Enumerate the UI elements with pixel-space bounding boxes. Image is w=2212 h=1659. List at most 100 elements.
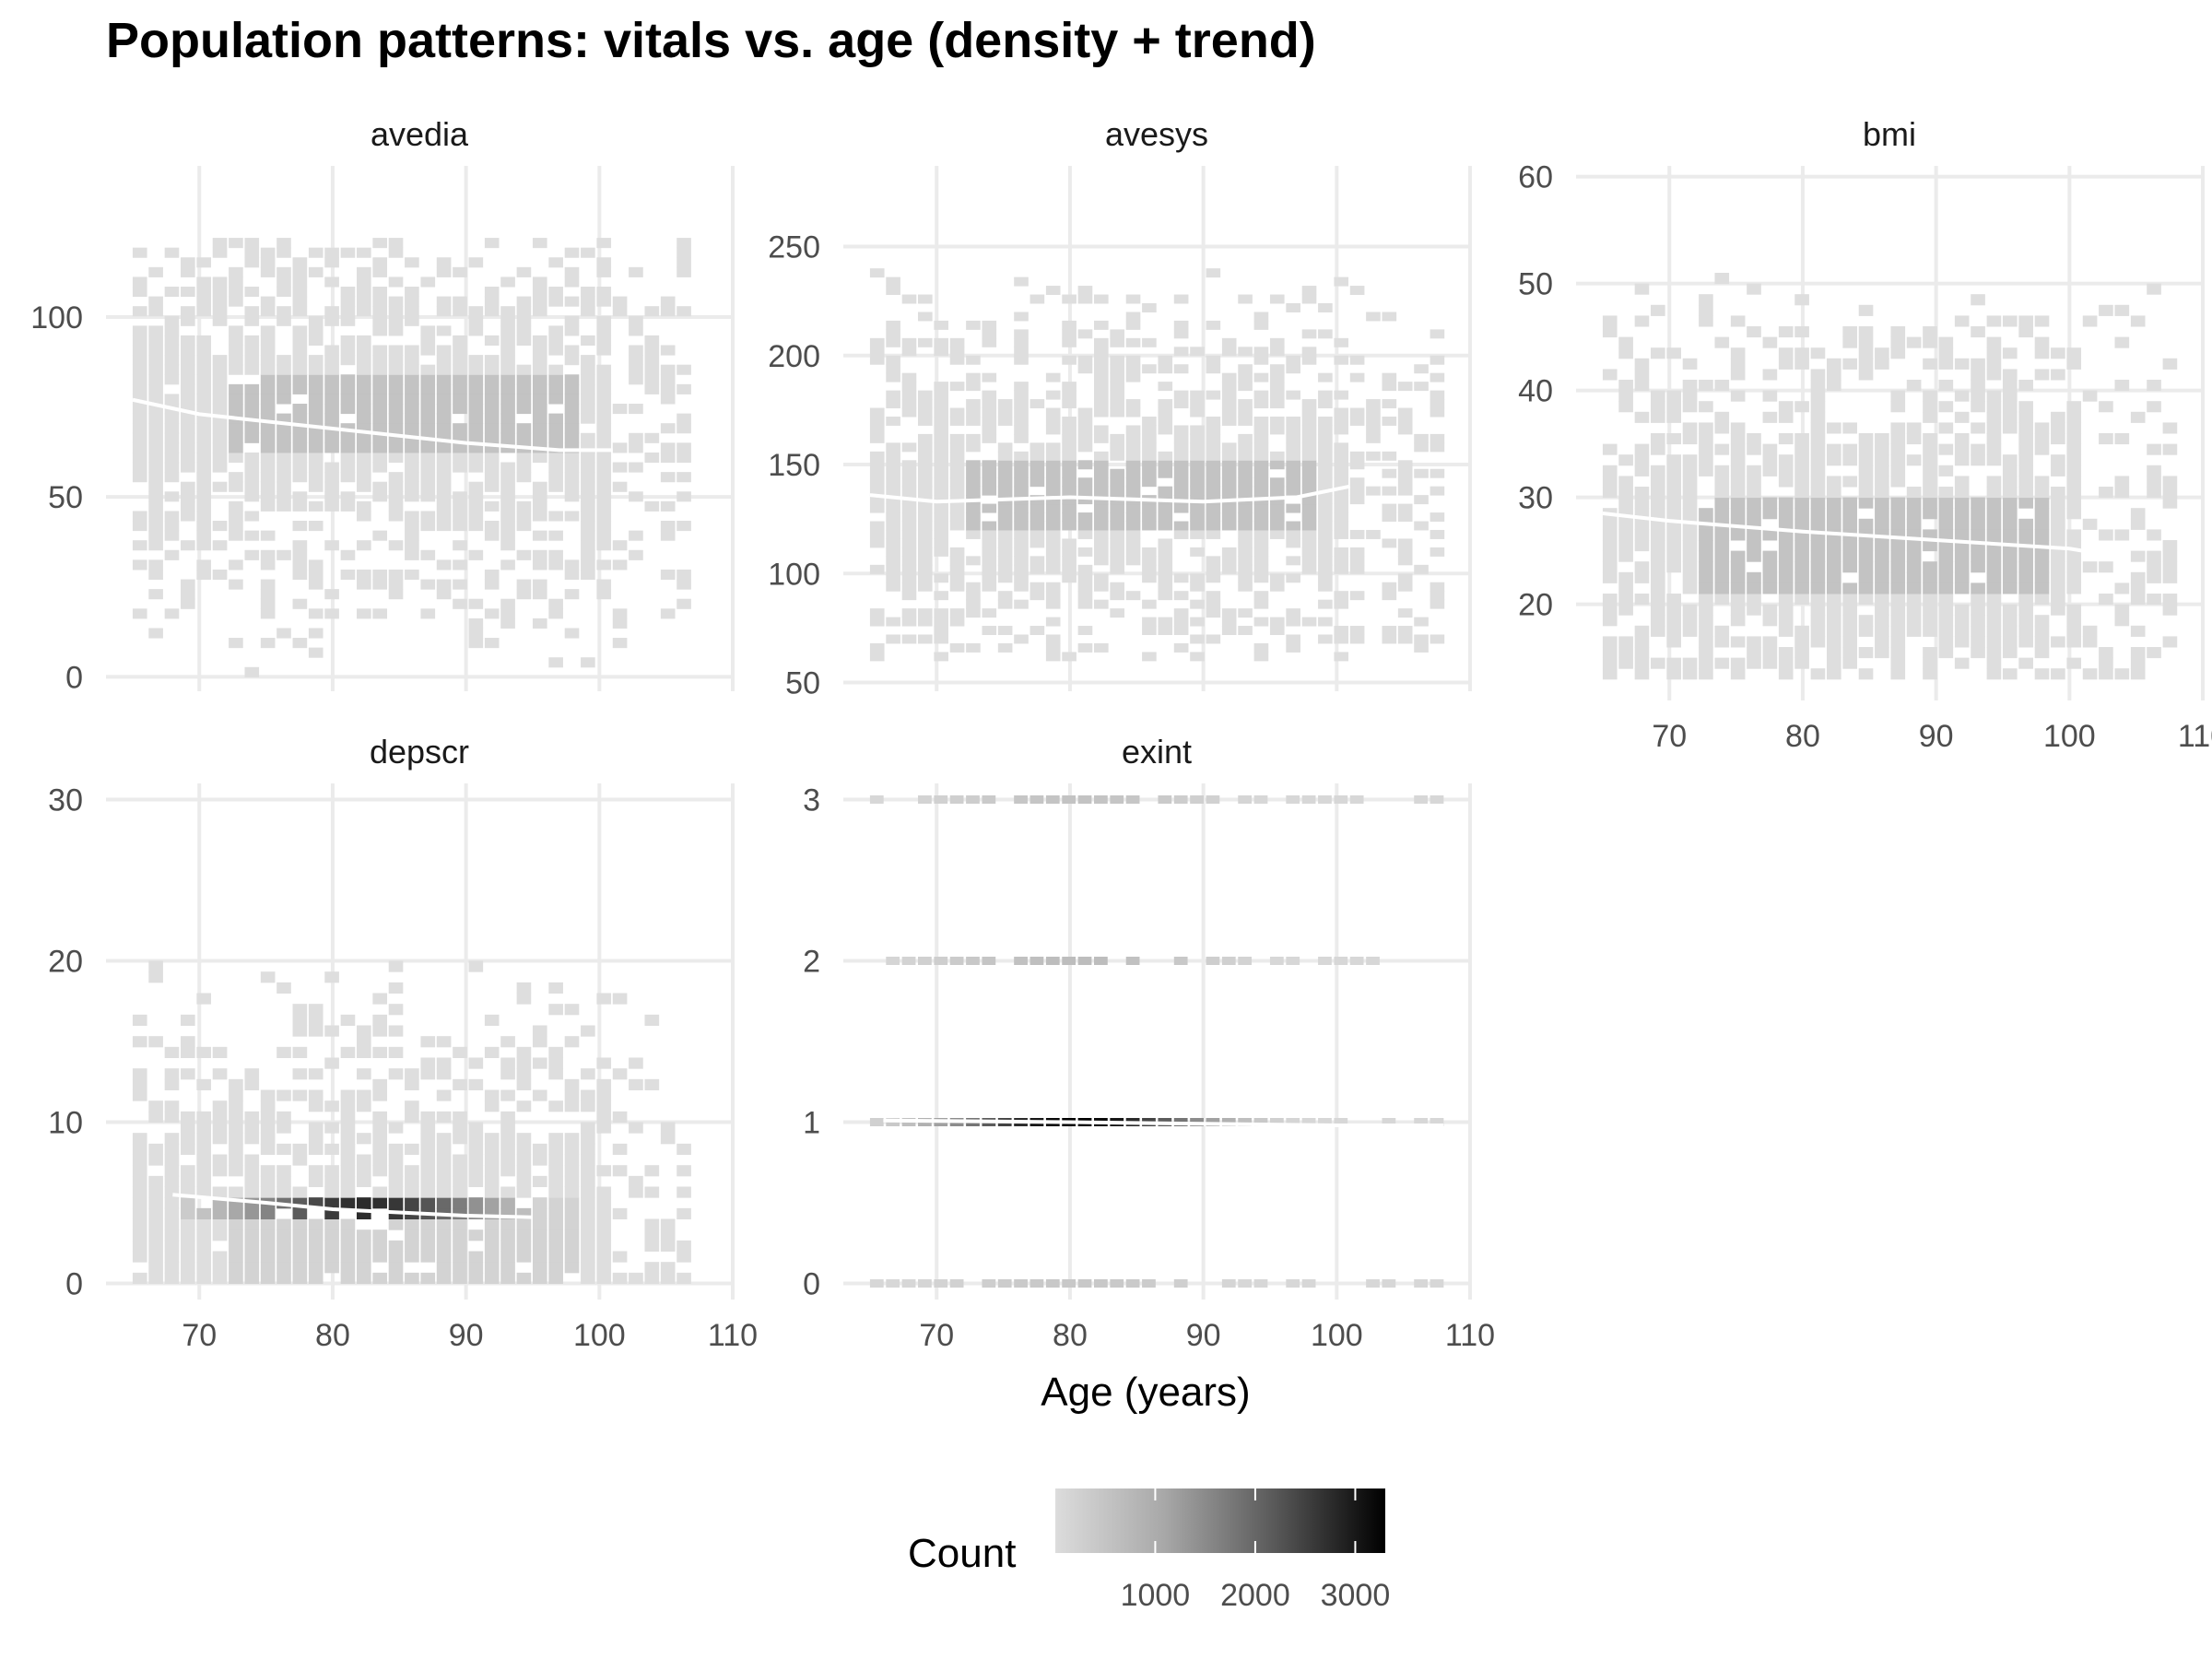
- density-tile: [453, 500, 467, 512]
- density-tile: [997, 512, 1013, 523]
- density-tile: [2066, 508, 2082, 520]
- density-tile: [2130, 508, 2146, 520]
- density-tile: [244, 462, 260, 473]
- density-tile: [1173, 529, 1189, 539]
- density-tile: [388, 1165, 404, 1177]
- density-tile: [2130, 550, 2146, 562]
- density-tile: [677, 413, 691, 424]
- density-tile: [324, 1122, 339, 1134]
- density-tile: [516, 452, 532, 464]
- density-tile: [1971, 443, 1985, 455]
- density-tile: [1206, 608, 1221, 618]
- density-tile: [901, 503, 917, 513]
- density-tile: [244, 472, 260, 483]
- density-tile: [420, 1068, 436, 1080]
- density-tile: [1699, 647, 1713, 659]
- density-tile: [1334, 591, 1349, 601]
- density-tile: [934, 652, 949, 662]
- density-tile: [2034, 433, 2050, 445]
- density-tile: [1827, 369, 1841, 381]
- density-tile: [2018, 422, 2033, 434]
- density-tile: [1301, 503, 1317, 513]
- density-tile: [1301, 486, 1317, 496]
- density-tile: [1110, 364, 1124, 374]
- density-tile: [918, 556, 933, 566]
- density-tile: [1666, 454, 1682, 466]
- density-tile: [1238, 957, 1253, 965]
- density-tile: [372, 404, 387, 415]
- density-tile: [420, 1133, 436, 1145]
- density-tile: [1318, 442, 1333, 453]
- density-tile: [564, 452, 580, 464]
- density-tile: [1714, 487, 1730, 499]
- density-tile: [1971, 550, 1985, 562]
- density-tile: [148, 1240, 163, 1252]
- density-tile: [1094, 460, 1109, 470]
- legend-colorbar: [1055, 1488, 1385, 1553]
- density-tile: [581, 1240, 595, 1252]
- density-tile: [357, 1089, 371, 1101]
- density-tile: [918, 451, 933, 461]
- density-tile: [548, 442, 563, 453]
- density-tile: [324, 1175, 339, 1187]
- density-tile: [2002, 487, 2018, 499]
- density-tile: [148, 1251, 163, 1263]
- density-tile: [934, 626, 949, 636]
- density-tile: [229, 287, 243, 298]
- density-tile: [196, 306, 212, 317]
- density-tile: [1253, 642, 1269, 653]
- density-tile: [388, 355, 404, 366]
- density-tile: [181, 306, 195, 317]
- density-tile: [1334, 416, 1349, 426]
- density-tile: [949, 416, 965, 426]
- density-tile: [1938, 594, 1954, 606]
- density-tile: [181, 374, 195, 385]
- density-tile: [1110, 1279, 1124, 1288]
- density-tile: [1238, 608, 1253, 618]
- density-tile: [181, 500, 195, 512]
- density-tile: [869, 1279, 884, 1288]
- density-tile: [357, 511, 371, 522]
- density-tile: [1269, 957, 1284, 965]
- density-tile: [1318, 795, 1332, 804]
- density-tile: [357, 1240, 371, 1252]
- density-tile: [1906, 571, 1922, 583]
- density-tile: [1030, 957, 1044, 965]
- density-tile: [532, 511, 547, 522]
- density-tile: [244, 1154, 260, 1166]
- density-tile: [1286, 477, 1300, 488]
- density-tile: [148, 472, 163, 483]
- density-tile: [229, 383, 243, 394]
- density-tile: [2034, 647, 2050, 659]
- density-tile: [548, 1218, 563, 1230]
- density-tile: [1986, 508, 2002, 520]
- density-tile: [324, 971, 339, 983]
- density-tile: [357, 276, 371, 288]
- density-tile: [324, 589, 339, 600]
- density-tile: [1923, 571, 1937, 583]
- density-tile: [388, 1046, 404, 1058]
- density-tile: [1747, 636, 1761, 648]
- density-tile: [918, 582, 933, 592]
- density-tile: [581, 432, 595, 443]
- density-tile: [484, 1230, 500, 1241]
- density-tile: [388, 1197, 404, 1209]
- density-tile: [1762, 571, 1778, 583]
- density-tile: [500, 559, 515, 571]
- density-tile: [292, 413, 308, 424]
- density-tile: [1045, 591, 1061, 601]
- density-tile: [1301, 1279, 1316, 1288]
- density-tile: [1651, 347, 1665, 359]
- density-tile: [901, 337, 917, 347]
- density-tile: [324, 383, 339, 394]
- density-tile: [1602, 487, 1618, 499]
- density-tile: [436, 1143, 452, 1155]
- density-tile: [484, 1240, 500, 1252]
- density-tile: [500, 1186, 515, 1198]
- density-tile: [516, 266, 532, 277]
- density-tile: [276, 1272, 291, 1284]
- density-tile: [340, 491, 356, 502]
- density-tile: [229, 442, 243, 453]
- density-tile: [1762, 647, 1778, 659]
- density-tile: [164, 511, 180, 522]
